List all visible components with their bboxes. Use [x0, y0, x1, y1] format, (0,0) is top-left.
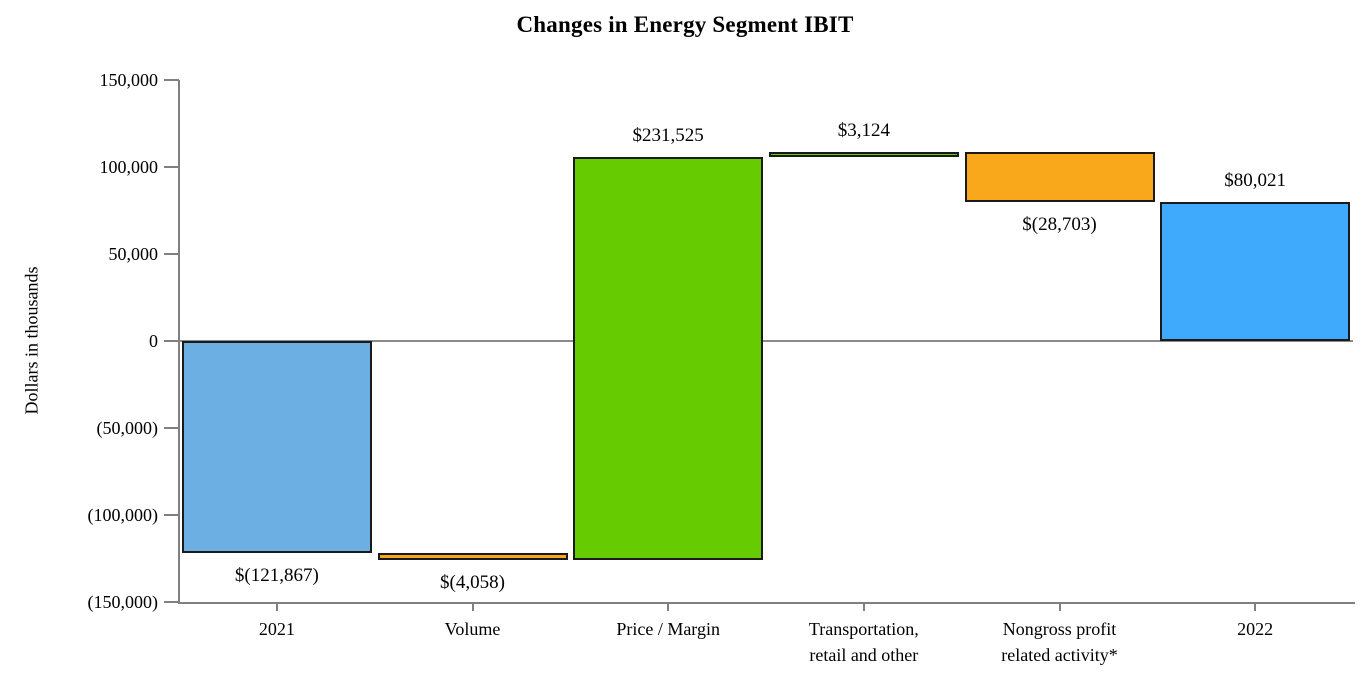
y-tick-mark	[164, 601, 179, 603]
waterfall-bar-4	[768, 151, 959, 158]
y-tick-mark	[164, 340, 179, 342]
x-category-label: Nongross profit related activity*	[942, 616, 1178, 668]
chart-title: Changes in Energy Segment IBIT	[516, 12, 854, 37]
x-tick-mark	[1058, 602, 1061, 611]
y-tick-mark	[164, 427, 179, 429]
y-tick-label: 50,000	[108, 244, 159, 264]
waterfall-bar-6	[1160, 201, 1351, 341]
x-category-label: Price / Margin	[550, 616, 786, 642]
x-category-label-line: Price / Margin	[616, 619, 720, 639]
x-category-label-line: 2021	[258, 619, 295, 639]
x-category-label: 2021	[159, 616, 395, 642]
waterfall-bar-2	[377, 553, 568, 561]
bar-value-label: $80,021	[1224, 169, 1287, 191]
x-tick-mark	[862, 602, 865, 611]
x-category-label: Volume	[355, 616, 591, 642]
x-category-label-line: Volume	[444, 619, 501, 639]
y-tick-mark	[164, 79, 179, 81]
y-tick-label: 0	[149, 331, 158, 351]
y-tick-label: 150,000	[99, 70, 159, 90]
y-tick-mark	[164, 166, 179, 168]
y-axis-line	[178, 80, 180, 604]
zero-gridline	[179, 340, 1353, 342]
y-tick-label: (50,000)	[96, 418, 159, 438]
x-tick-mark	[1254, 602, 1257, 611]
bar-value-label: $231,525	[632, 125, 704, 147]
waterfall-bar-1	[181, 341, 372, 554]
y-tick-mark	[164, 514, 179, 516]
x-tick-mark	[667, 602, 670, 611]
y-tick-mark	[164, 253, 179, 255]
x-category-label: Transportation, retail and other	[746, 616, 982, 668]
x-axis-line	[178, 602, 1355, 604]
x-category-label-line: 2022	[1237, 619, 1274, 639]
y-tick-label: (150,000)	[87, 592, 159, 612]
y-tick-label: (100,000)	[87, 505, 159, 525]
bar-value-label: $(28,703)	[1022, 213, 1097, 235]
x-tick-mark	[471, 602, 474, 611]
x-category-label-line: retail and other	[809, 645, 919, 665]
waterfall-bar-3	[573, 157, 764, 561]
x-category-label-line: Nongross profit	[1002, 619, 1117, 639]
x-category-label-line: Transportation,	[808, 619, 919, 639]
bar-value-label: $(121,867)	[234, 565, 319, 587]
y-tick-label: 100,000	[99, 157, 159, 177]
x-category-label-line: related activity*	[1001, 645, 1118, 665]
bar-value-label: $3,124	[837, 119, 890, 141]
x-tick-mark	[275, 602, 278, 611]
waterfall-bar-5	[964, 151, 1155, 202]
x-category-label: 2022	[1137, 616, 1370, 642]
bar-value-label: $(4,058)	[440, 572, 505, 594]
